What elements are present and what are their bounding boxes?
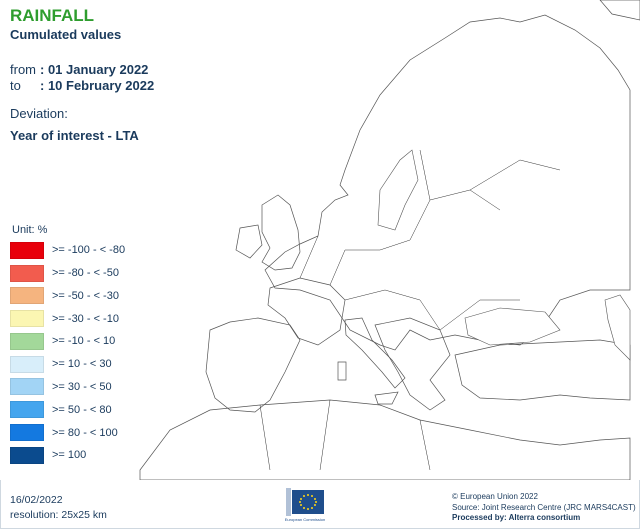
svg-text:European Commission: European Commission [285, 517, 325, 522]
period-to-value: : 10 February 2022 [40, 78, 155, 93]
legend-swatch [10, 355, 44, 373]
deviation-label: Deviation: [10, 106, 68, 121]
legend-item: >= -100 - < -80 [10, 240, 125, 261]
legend-swatch [10, 287, 44, 305]
copyright: © European Union 2022 [452, 492, 538, 501]
legend-item: >= -50 - < -30 [10, 286, 125, 307]
legend-swatch [10, 241, 44, 259]
legend-item: >= 10 - < 30 [10, 354, 125, 375]
data-source: Source: Joint Research Centre (JRC MARS4… [452, 502, 636, 512]
european-commission-logo: European Commission [282, 486, 328, 526]
period-from-label: from [10, 62, 36, 77]
deviation-value: Year of interest - LTA [10, 128, 139, 143]
legend-label: >= -50 - < -30 [52, 289, 119, 302]
legend-item: >= -10 - < 10 [10, 331, 125, 352]
legend-item: >= 80 - < 100 [10, 422, 125, 443]
legend-item: >= -30 - < -10 [10, 308, 125, 329]
legend-label: >= 10 - < 30 [52, 358, 112, 371]
processed-by: Processed by: Alterra consortium [452, 513, 581, 522]
legend-swatch [10, 424, 44, 442]
legend-item: >= 100 [10, 445, 125, 466]
period-to-label: to [10, 78, 21, 93]
map-title: RAINFALL [10, 6, 95, 25]
legend-label: >= -30 - < -10 [52, 312, 119, 325]
credits: © European Union 2022 Source: Joint Rese… [452, 492, 636, 524]
legend-label: >= -10 - < 10 [52, 335, 116, 348]
issue-date: 16/02/2022 [10, 494, 63, 506]
legend-swatch [10, 378, 44, 396]
legend-label: >= 50 - < 80 [52, 403, 112, 416]
legend-swatch [10, 446, 44, 464]
period-to: to : 10 February 2022 [10, 78, 154, 93]
legend-label: >= 30 - < 50 [52, 380, 112, 393]
legend-item: >= -80 - < -50 [10, 263, 125, 284]
legend-unit: Unit: % [12, 224, 48, 236]
legend: Unit: % >= -100 - < -80 >= -80 - < -50 >… [8, 222, 128, 470]
legend-swatch [10, 401, 44, 419]
legend-swatch [10, 332, 44, 350]
map-subtitle: Cumulated values [10, 27, 122, 42]
legend-swatch [10, 264, 44, 282]
legend-label: >= 80 - < 100 [52, 426, 118, 439]
legend-label: >= -80 - < -50 [52, 267, 119, 280]
resolution: resolution: 25x25 km [10, 509, 107, 521]
legend-item: >= 30 - < 50 [10, 377, 125, 398]
period-from-value: : 01 January 2022 [40, 62, 149, 77]
legend-item: >= 50 - < 80 [10, 399, 125, 420]
period-from: from : 01 January 2022 [10, 62, 148, 77]
legend-swatch [10, 310, 44, 328]
legend-label: >= -100 - < -80 [52, 244, 126, 257]
legend-label: >= 100 [52, 449, 87, 462]
